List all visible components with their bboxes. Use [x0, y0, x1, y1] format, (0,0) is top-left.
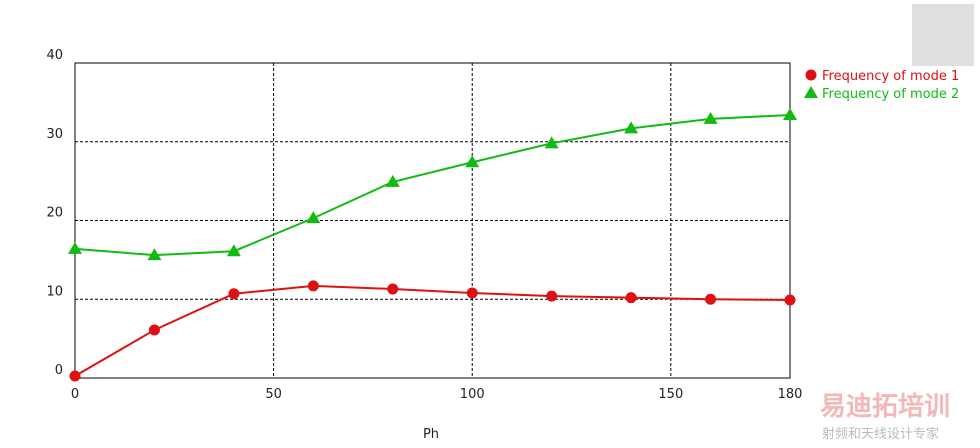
x-tick-label: 0: [71, 387, 79, 402]
marker: [703, 111, 718, 124]
marker: [546, 290, 558, 302]
x-tick-label: 180: [778, 387, 803, 402]
marker: [307, 280, 319, 292]
marker: [466, 287, 478, 299]
legend-label: Frequency of mode 2: [822, 87, 959, 102]
x-axis-label: Ph: [423, 427, 439, 442]
marker: [624, 121, 639, 134]
plot-frame: [74, 62, 791, 379]
watermark-brand: 易迪拓培训: [820, 392, 950, 422]
y-tick-label: 10: [46, 284, 63, 299]
marker: [385, 174, 400, 187]
y-tick-label: 40: [46, 48, 63, 63]
marker: [783, 107, 797, 120]
marker: [68, 241, 82, 254]
marker: [69, 370, 81, 382]
marker: [784, 294, 796, 306]
x-tick-label: 50: [265, 387, 282, 402]
marker: [387, 283, 399, 295]
line: [74, 284, 791, 377]
watermark-slogan: 射频和天线设计专家: [822, 426, 939, 442]
legend-marker: [804, 86, 818, 98]
marker: [228, 288, 240, 300]
legend-marker: [805, 69, 817, 81]
marker: [147, 248, 162, 261]
y-tick-label: 0: [55, 363, 63, 378]
marker: [148, 324, 160, 336]
marker: [625, 292, 637, 304]
marker: [705, 293, 717, 305]
marker: [465, 155, 480, 168]
y-tick-label: 20: [46, 206, 63, 221]
x-tick-label: 150: [658, 387, 683, 402]
line: [74, 113, 791, 257]
qr-code: [912, 4, 974, 66]
marker: [226, 244, 241, 257]
marker: [544, 136, 559, 149]
legend-label: Frequency of mode 1: [822, 69, 959, 84]
y-tick-label: 30: [46, 127, 63, 142]
marker: [306, 211, 321, 224]
x-tick-label: 100: [460, 387, 485, 402]
